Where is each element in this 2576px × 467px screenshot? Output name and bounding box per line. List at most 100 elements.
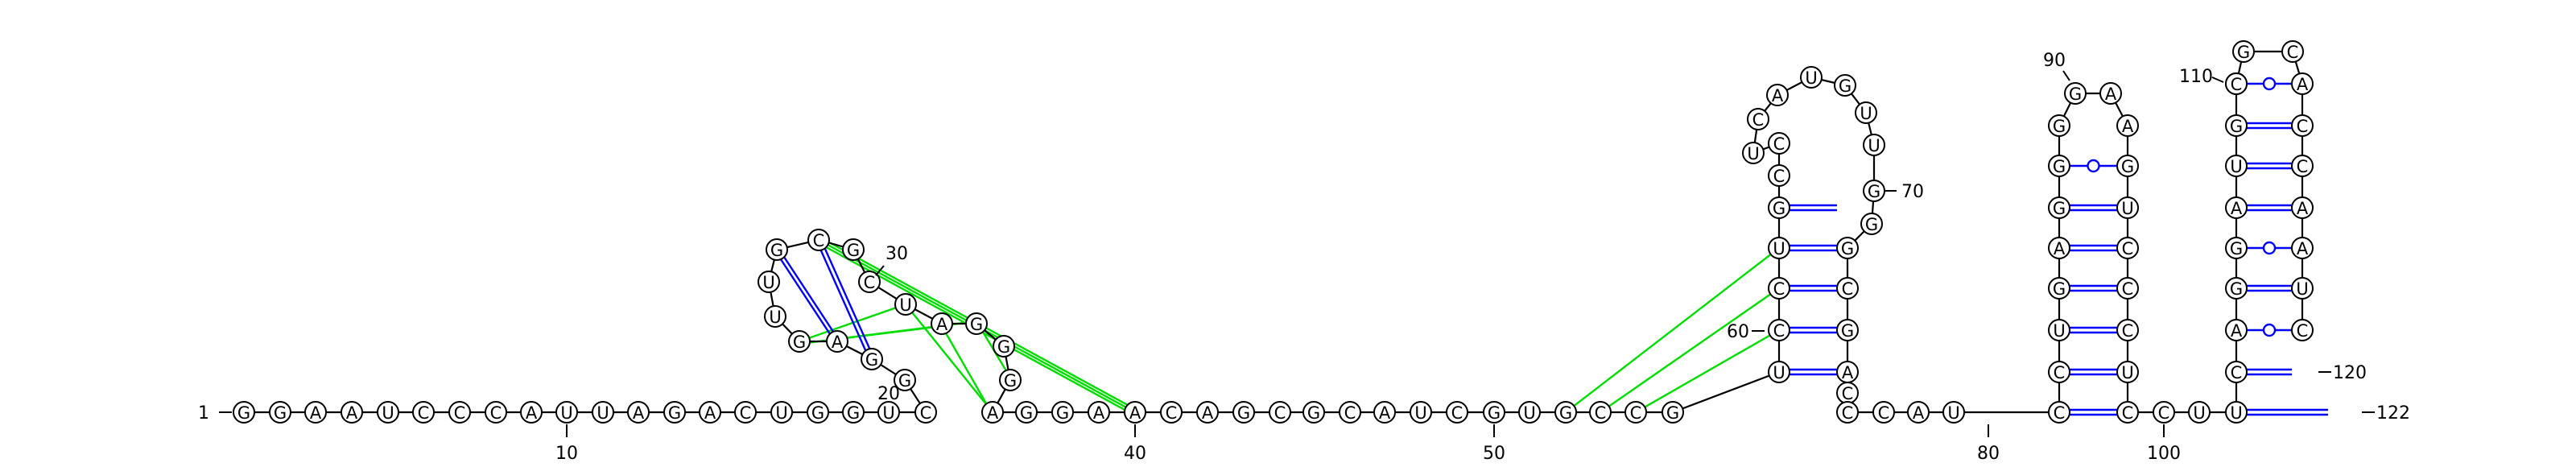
base-pair-line xyxy=(778,249,841,342)
nucleotide-letter: C xyxy=(454,403,466,423)
nucleotide-letter: A xyxy=(1129,403,1141,423)
nucleotide-circle xyxy=(1483,401,1505,424)
nucleotide-letter: A xyxy=(526,403,538,423)
nucleotide-110: C xyxy=(2225,72,2248,95)
nucleotide-37: G xyxy=(1015,401,1038,424)
nucleotide-letter: G xyxy=(1237,403,1250,423)
nucleotide-circle xyxy=(1768,277,1790,300)
nucleotide-letter: A xyxy=(346,403,358,423)
nucleotide-letter: A xyxy=(987,403,999,423)
nucleotide-18: G xyxy=(842,401,865,424)
nucleotide-circle xyxy=(1518,401,1541,424)
nucleotide-99: C xyxy=(2153,401,2175,424)
nucleotide-letter: U xyxy=(1860,104,1872,123)
nucleotide-letter: A xyxy=(2297,199,2309,218)
nucleotide-112: C xyxy=(2281,40,2304,63)
nucleotide-25: U xyxy=(764,305,786,328)
nucleotide-letter: C xyxy=(1773,279,1785,299)
nucleotide-circle xyxy=(1860,213,1883,235)
nucleotide-circle xyxy=(663,401,686,424)
nucleotide-48: U xyxy=(1410,401,1432,424)
pseudoknot-line xyxy=(1565,247,1780,413)
nucleotide-circle xyxy=(1088,401,1110,424)
nucleotide-39: A xyxy=(1088,401,1110,424)
nucleotide-letter: C xyxy=(1773,321,1785,341)
nucleotide-98: C xyxy=(2116,401,2139,424)
nucleotide-letter: G xyxy=(2237,43,2250,62)
gu-pair-marker xyxy=(2262,76,2277,91)
nucleotide-letter: C xyxy=(2054,403,2066,423)
nucleotide-52: G xyxy=(1554,401,1577,424)
nucleotide-letter: A xyxy=(2105,85,2117,104)
nucleotide-circle xyxy=(894,293,917,316)
nucleotide-circle xyxy=(1768,319,1790,341)
nucleotide-letter: G xyxy=(1839,76,1852,96)
nucleotide-20: C xyxy=(914,401,937,424)
nucleotide-letter: U xyxy=(1947,403,1959,423)
nucleotide-circle xyxy=(555,401,578,424)
nucleotide-50: G xyxy=(1483,401,1505,424)
nucleotide-circle xyxy=(699,401,721,424)
nucleotide-letter: C xyxy=(418,403,430,423)
nucleotide-letter: A xyxy=(832,333,844,352)
nucleotide-circle xyxy=(1269,401,1291,424)
nucleotide-76: C xyxy=(1836,382,1859,404)
nucleotide-letter: C xyxy=(864,273,876,292)
nucleotide-71: G xyxy=(1860,213,1883,235)
nucleotide-circle xyxy=(520,401,543,424)
nucleotide-circle xyxy=(2188,401,2211,424)
nucleotide-letter: G xyxy=(2069,85,2082,104)
nucleotide-circle xyxy=(999,369,1022,391)
nucleotide-letter: G xyxy=(1056,403,1069,423)
nucleotide-106: A xyxy=(2225,196,2248,219)
nucleotide-circle xyxy=(858,271,881,293)
nucleotide-56: U xyxy=(1768,361,1790,383)
nucleotide-circle xyxy=(894,369,916,391)
nucleotide-6: C xyxy=(412,401,435,424)
nucleotide-87: G xyxy=(2048,155,2070,177)
nucleotide-letter: G xyxy=(793,333,806,352)
nucleotide-letter: C xyxy=(1773,167,1785,186)
nucleotide-circle xyxy=(2116,237,2139,259)
nucleotide-circle xyxy=(2116,114,2139,137)
nucleotide-circle xyxy=(766,238,788,261)
nucleotide-letter: C xyxy=(2122,403,2134,423)
nucleotide-circle xyxy=(233,401,255,424)
nucleotide-circle xyxy=(1907,401,1930,424)
nucleotide-circle xyxy=(2225,401,2248,424)
nucleotide-letter: A xyxy=(936,315,948,334)
nucleotide-30: C xyxy=(858,271,881,293)
nucleotide-circle xyxy=(1863,134,1885,156)
nucleotide-27: G xyxy=(766,238,788,261)
nucleotide-letter: U xyxy=(1773,239,1785,258)
base-pair-line xyxy=(819,239,876,360)
nucleotide-letter: A xyxy=(2231,199,2243,218)
nucleotide-letter: G xyxy=(1004,371,1017,391)
nucleotide-116: A xyxy=(2291,196,2314,219)
nucleotide-circle xyxy=(1855,101,1877,124)
nucleotide-circle xyxy=(2291,72,2314,95)
label-120: 120 xyxy=(2333,363,2367,383)
label-20: 20 xyxy=(877,384,900,404)
nucleotide-61: C xyxy=(1768,164,1790,187)
nucleotide-letter: U xyxy=(899,295,911,315)
nucleotide-circle xyxy=(842,401,865,424)
nucleotide-80: U xyxy=(1942,401,1965,424)
nucleotide-circle xyxy=(1373,401,1396,424)
nucleotide-letter: C xyxy=(1630,403,1642,423)
nucleotide-circle xyxy=(2048,361,2070,383)
nucleotide-78: C xyxy=(1872,401,1895,424)
nucleotide-88: G xyxy=(2048,114,2070,137)
nucleotide-36: A xyxy=(981,401,1004,424)
nucleotide-circle xyxy=(2116,401,2139,424)
nucleotide-letter: U xyxy=(1747,144,1759,163)
nucleotide-21: G xyxy=(894,369,916,391)
nucleotide-107: U xyxy=(2225,155,2248,177)
nucleotide-2: G xyxy=(269,401,291,424)
nucleotide-114: C xyxy=(2291,114,2314,137)
nucleotide-letter: A xyxy=(704,403,716,423)
nucleotide-97: U xyxy=(2116,361,2139,383)
nucleotide-66: U xyxy=(1800,66,1823,89)
nucleotide-circle xyxy=(1768,361,1790,383)
nucleotide-letter: G xyxy=(970,315,983,334)
